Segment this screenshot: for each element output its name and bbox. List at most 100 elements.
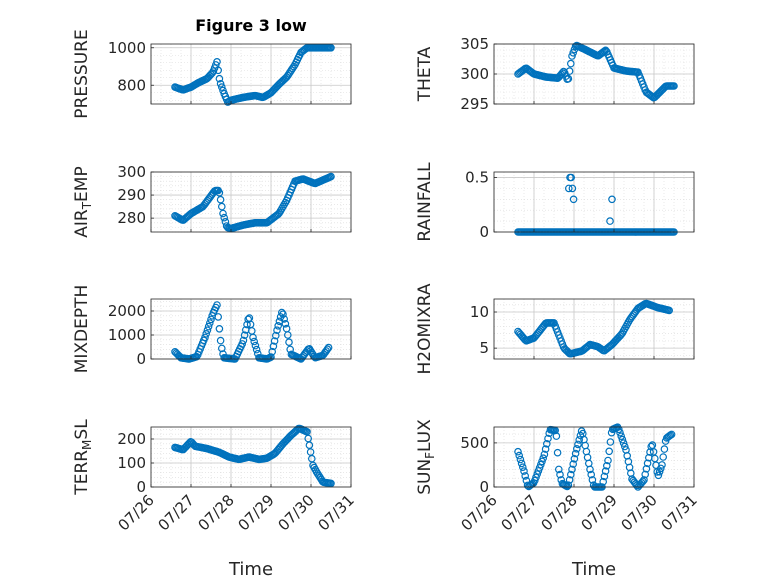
x-tick-label: 07/30: [618, 491, 661, 534]
data-point: [618, 435, 627, 444]
data-point: [201, 333, 209, 342]
data-point: [565, 67, 574, 75]
data-point: [658, 461, 666, 469]
data-point: [514, 447, 522, 456]
data-point: [572, 444, 581, 453]
axes-box: [150, 171, 352, 233]
data-point: [249, 333, 257, 342]
data-point: [640, 476, 648, 484]
data-series: [171, 43, 335, 106]
data-point: [564, 481, 573, 490]
subplot-theta: 295 300 305 THETA: [415, 35, 695, 113]
data-point: [324, 343, 333, 352]
data-point: [600, 472, 609, 481]
y-axis-label: MIXDEPTH: [72, 285, 92, 374]
data-point: [269, 342, 278, 351]
data-point: [239, 336, 248, 345]
axes-box: [150, 298, 352, 360]
y-tick-label: 0: [479, 223, 489, 241]
axes-box: [150, 43, 352, 105]
data-point: [670, 82, 678, 90]
data-point: [567, 173, 576, 182]
y-tick-label: 2000: [108, 302, 146, 320]
y-axis-label: AIRTEMP: [72, 166, 94, 237]
data-point: [303, 347, 311, 355]
data-point: [267, 353, 275, 361]
data-point: [575, 436, 584, 444]
y-axis-label: H2OMIXRA: [415, 283, 435, 374]
axes-box: [493, 298, 695, 360]
data-point: [614, 425, 623, 434]
data-point: [277, 308, 286, 317]
data-point: [616, 428, 624, 437]
data-point: [566, 470, 575, 479]
data-point: [253, 349, 262, 358]
data-point: [218, 344, 226, 353]
y-axis-label: RAINFALL: [415, 162, 435, 242]
data-point: [566, 59, 575, 68]
data-point: [214, 313, 223, 321]
data-point: [542, 439, 551, 448]
y-tick-label: 300: [460, 65, 489, 83]
data-point: [516, 455, 525, 464]
x-axis-title-left: Time: [228, 559, 273, 580]
data-point: [565, 476, 574, 484]
data-point: [214, 66, 223, 75]
subplot-mixdepth: 0 1000 2000 MIXDEPTH: [72, 285, 352, 374]
data-point: [250, 337, 259, 346]
data-point: [606, 217, 614, 225]
data-point: [238, 340, 247, 348]
data-point: [588, 476, 597, 484]
data-point: [218, 202, 226, 211]
x-axis-title-right: Time: [571, 559, 616, 580]
data-point: [569, 195, 578, 204]
data-point: [518, 463, 527, 472]
data-point: [659, 453, 668, 461]
y-axis-label: SUNFLUX: [415, 419, 437, 495]
data-point: [552, 432, 561, 440]
data-point: [617, 330, 626, 339]
data-point: [601, 467, 610, 475]
data-point: [544, 434, 552, 443]
data-point: [564, 184, 573, 193]
data-point: [604, 456, 612, 465]
data-point: [268, 347, 277, 356]
x-tick-label: 07/31: [315, 491, 358, 534]
data-point: [273, 326, 281, 335]
data-point: [655, 467, 664, 476]
data-point: [568, 184, 577, 193]
x-tick-label: 07/28: [538, 491, 581, 534]
data-point: [617, 432, 626, 441]
data-point: [270, 337, 279, 345]
data-point: [564, 74, 573, 83]
data-point: [515, 451, 524, 460]
data-point: [563, 482, 572, 491]
data-point: [619, 439, 628, 447]
data-point: [666, 431, 675, 440]
axes-box: [493, 426, 695, 488]
data-point: [216, 195, 225, 204]
data-point: [569, 460, 578, 468]
y-tick-label: 800: [117, 76, 146, 94]
data-point: [213, 57, 221, 66]
y-tick-label: 0.5: [465, 168, 489, 186]
data-point: [243, 320, 251, 329]
data-point: [251, 341, 260, 350]
data-point: [220, 213, 229, 222]
y-tick-label: 280: [117, 209, 146, 227]
data-point: [667, 430, 676, 439]
data-point: [599, 477, 608, 486]
data-point: [608, 195, 616, 204]
data-point: [216, 336, 225, 345]
y-axis-label: PRESSURE: [72, 29, 92, 118]
y-tick-label: 10: [470, 303, 489, 321]
data-point: [271, 331, 280, 340]
y-tick-label: 300: [117, 163, 146, 181]
data-point: [605, 447, 614, 456]
x-tick-label: 07/28: [195, 491, 238, 534]
data-point: [280, 315, 289, 323]
data-point: [240, 331, 249, 340]
data-point: [574, 440, 582, 449]
y-tick-label: 1000: [108, 39, 146, 57]
